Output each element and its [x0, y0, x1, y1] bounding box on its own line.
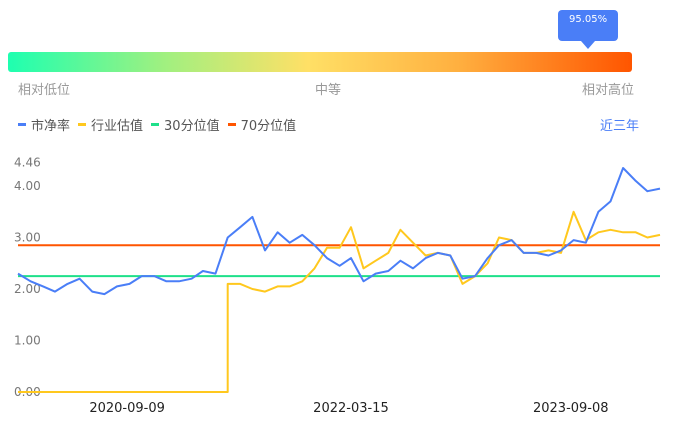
pb-series-line: [17, 167, 661, 296]
y-tick-label: 1.00: [14, 334, 41, 348]
legend-label: 30分位值: [164, 119, 220, 134]
scale-high-label: 相对高位: [582, 83, 635, 98]
legend-swatch: [227, 123, 236, 126]
legend-item-pb[interactable]: 市净率: [18, 115, 70, 134]
percentile-gradient-bar: [8, 52, 632, 72]
y-tick-label: 4.00: [14, 179, 41, 193]
period-selector-button[interactable]: 近三年: [600, 119, 640, 134]
legend-item-p30[interactable]: 30分位值: [151, 115, 220, 134]
legend-swatch: [78, 123, 87, 126]
legend-item-p70[interactable]: 70分位值: [227, 115, 297, 134]
y-tick-label: 4.46: [14, 155, 41, 169]
legend-item-industry[interactable]: 行业估值: [78, 115, 143, 134]
x-tick-label: 2023-09-08: [533, 401, 609, 416]
legend: 市净率 行业估值 30分位值 70分位值: [18, 115, 296, 134]
legend-label: 行业估值: [91, 119, 144, 134]
scale-mid-label: 中等: [315, 83, 342, 98]
legend-label: 70分位值: [240, 119, 297, 134]
scale-low-label: 相对低位: [18, 83, 71, 98]
x-tick-label: 2020-09-09: [89, 401, 165, 416]
y-tick-label: 2.00: [14, 282, 41, 296]
percentile-tooltip: 95.05%: [558, 10, 619, 49]
legend-swatch: [18, 123, 26, 126]
x-tick-label: 2022-03-15: [313, 401, 389, 416]
legend-swatch: [151, 123, 160, 126]
legend-label: 市净率: [31, 119, 71, 134]
industry-series-line: [18, 210, 661, 393]
y-tick-label: 3.00: [14, 231, 41, 245]
